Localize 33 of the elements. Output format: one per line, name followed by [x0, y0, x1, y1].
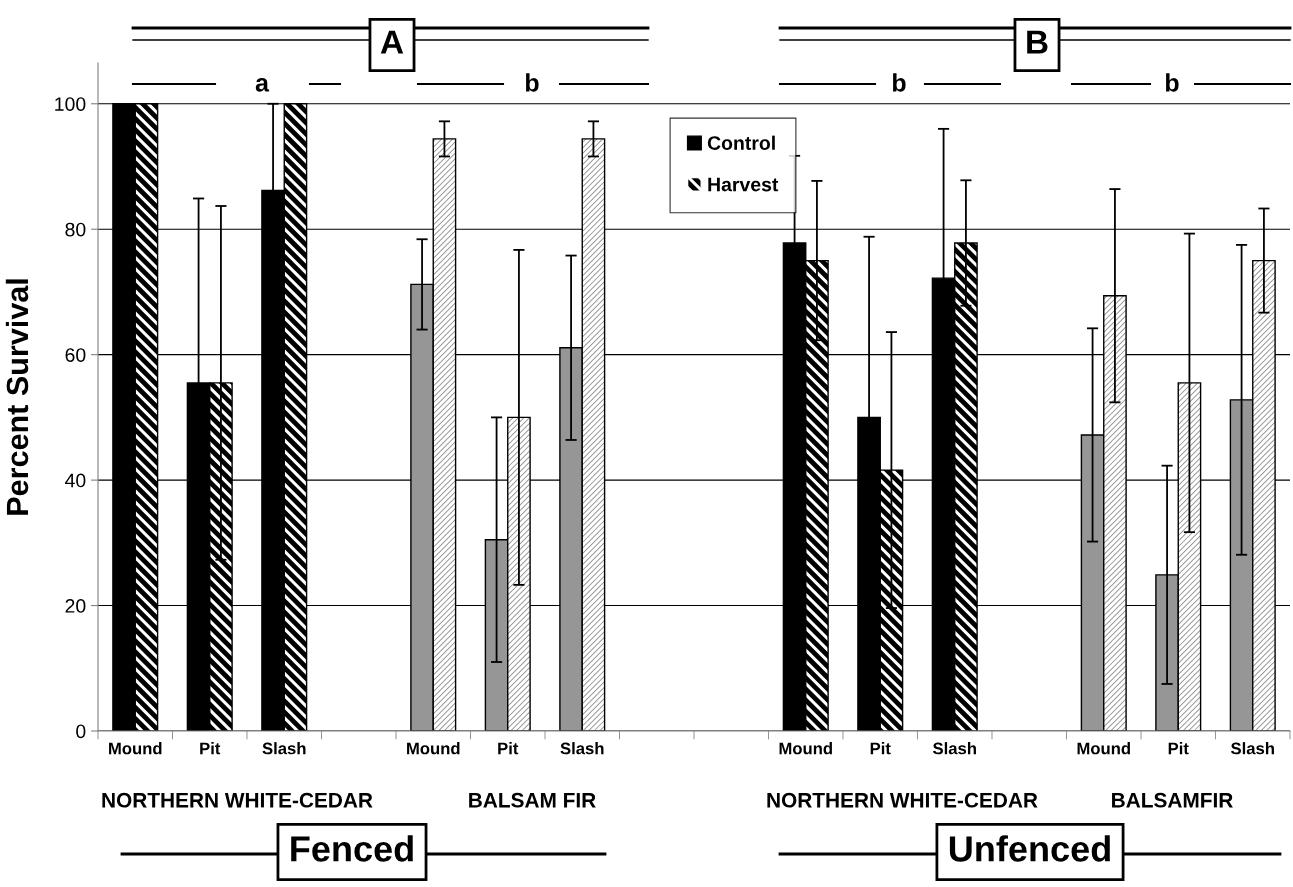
x-tick-label: Slash	[262, 742, 306, 755]
annotation: b	[1166, 73, 1179, 92]
text: Unfenced	[949, 835, 1110, 862]
x-tick-label: Mound	[779, 742, 832, 755]
text: A	[380, 30, 404, 54]
y-tick-label: 0	[76, 724, 86, 739]
y-tick-label: 100	[55, 97, 86, 112]
text: BALSAMFIR	[1112, 792, 1233, 808]
legend-label: Control	[707, 135, 775, 150]
text: NORTHERN WHITE-CEDAR	[102, 792, 373, 808]
text: Fenced	[291, 835, 413, 862]
y-tick-label: 80	[65, 222, 86, 237]
x-tick-label: Mound	[1077, 742, 1130, 755]
text: B	[1027, 30, 1048, 54]
y-tick-label: 60	[65, 348, 86, 362]
x-tick-label: Pit	[498, 742, 519, 755]
text: NORTHERN WHITE-CEDAR	[767, 792, 1038, 808]
annotation: b	[893, 73, 906, 92]
x-tick-label: Slash	[1231, 742, 1274, 755]
y-tick-label: 40	[65, 473, 86, 488]
x-tick-label: Slash	[933, 742, 976, 755]
x-tick-label: Pit	[870, 742, 891, 755]
y-axis-title: Percent Survival	[5, 279, 29, 515]
x-tick-label: Slash	[560, 742, 604, 755]
legend-label: Harvest	[708, 177, 779, 192]
y-tick-label: 20	[65, 599, 86, 613]
annotation: b	[526, 73, 539, 92]
x-tick-label: Mound	[407, 742, 460, 755]
annotation: a	[255, 78, 270, 92]
x-tick-label: Pit	[200, 742, 221, 755]
text: BALSAM FIR	[469, 792, 596, 808]
x-tick-label: Pit	[1168, 742, 1189, 755]
x-tick-label: Mound	[109, 742, 162, 755]
